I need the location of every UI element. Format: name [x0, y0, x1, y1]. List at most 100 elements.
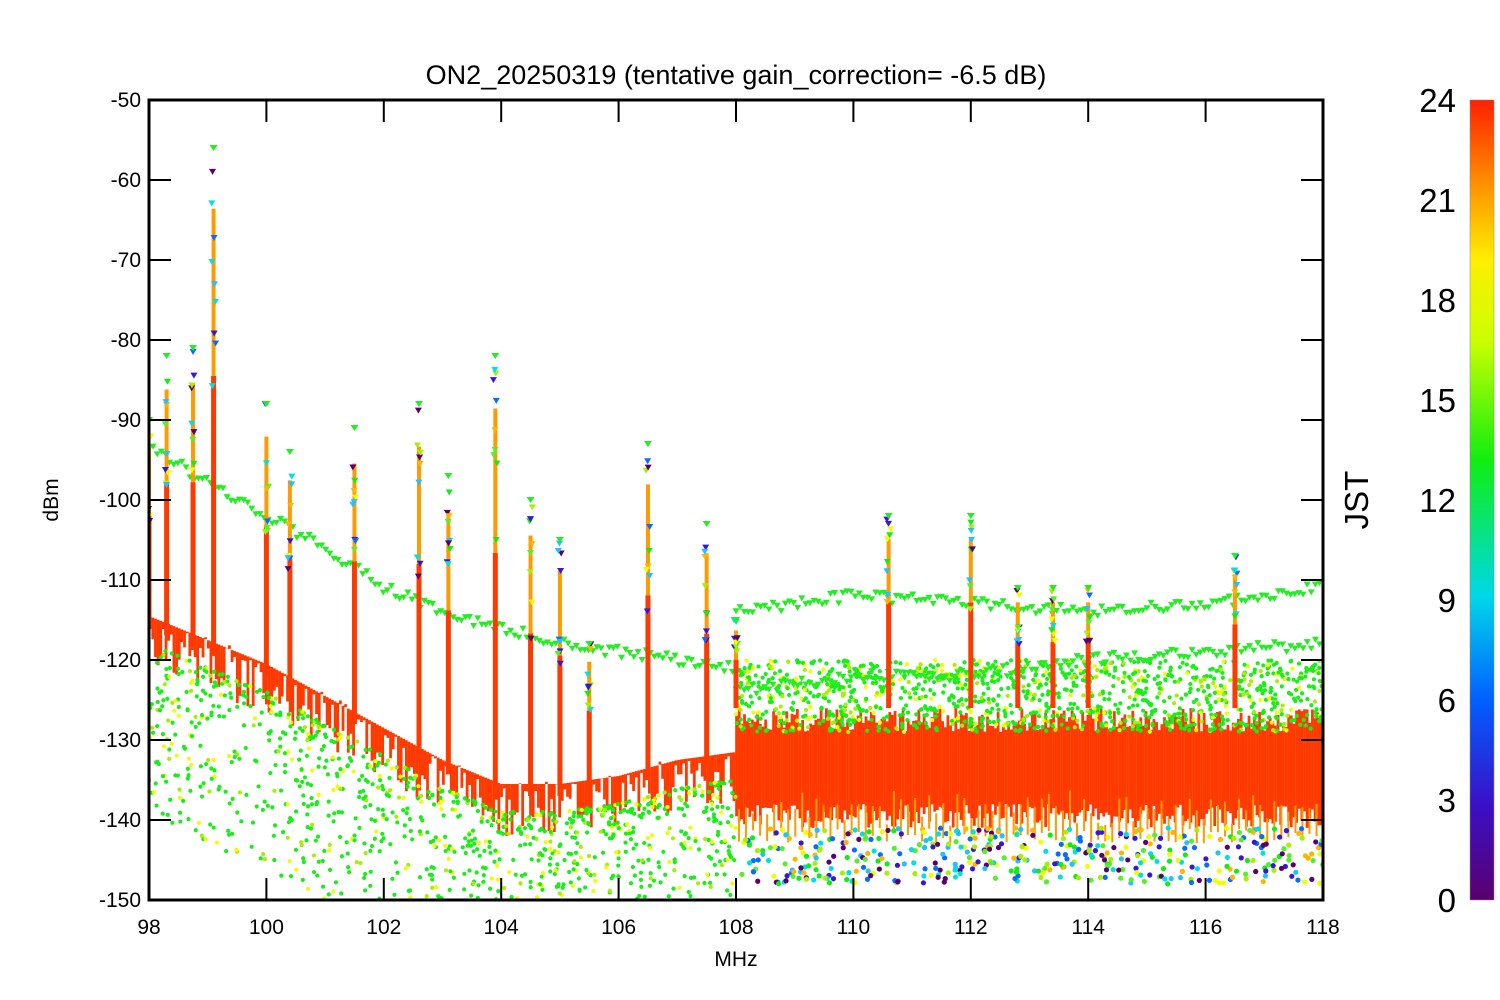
envelope-marker: [933, 594, 941, 601]
scatter-point: [315, 730, 320, 735]
scatter-point: [330, 755, 335, 760]
scatter-point: [149, 702, 154, 707]
scatter-point: [952, 867, 958, 873]
scatter-point: [895, 826, 901, 832]
scatter-point: [1260, 878, 1266, 885]
peak-marker: [415, 479, 423, 486]
scatter-point: [1281, 846, 1287, 852]
scatter-point: [440, 798, 445, 804]
scatter-point: [979, 719, 984, 724]
scatter-point: [746, 704, 752, 709]
scatter-point: [216, 704, 221, 709]
scatter-point: [1116, 867, 1122, 873]
scatter-point: [1057, 874, 1063, 880]
scatter-point: [778, 715, 783, 720]
scatter-point: [847, 698, 852, 704]
scatter-point: [727, 851, 732, 857]
scatter-point: [1141, 708, 1146, 713]
scatter-point: [258, 856, 263, 861]
scatter-point: [967, 836, 973, 842]
scatter-point: [728, 855, 734, 860]
peak-top-marker: [1048, 585, 1057, 591]
scatter-point: [432, 843, 437, 849]
scatter-point: [540, 871, 546, 876]
scatter-point: [648, 876, 653, 881]
scatter-point: [337, 736, 343, 741]
scatter-point: [955, 704, 960, 709]
scatter-point: [369, 817, 374, 822]
scatter-point: [628, 881, 634, 886]
scatter-point: [988, 710, 993, 715]
peak-marker: [1048, 588, 1056, 595]
envelope-marker: [736, 604, 744, 611]
scatter-point: [248, 704, 253, 709]
scatter-point: [885, 714, 890, 719]
peak-marker: [1050, 596, 1058, 603]
scatter-point: [471, 849, 476, 854]
scatter-point: [528, 885, 533, 890]
scatter-point: [988, 834, 994, 840]
scatter-point: [1299, 676, 1304, 681]
scatter-point: [815, 693, 820, 699]
envelope-marker: [831, 589, 839, 596]
scatter-point: [1294, 713, 1299, 718]
scatter-point: [1221, 659, 1226, 664]
scatter-point: [575, 841, 580, 846]
scatter-point: [272, 788, 277, 793]
scatter-point: [1031, 677, 1036, 683]
scatter-point: [937, 825, 944, 831]
scatter-point: [575, 830, 580, 835]
scatter-point: [636, 858, 641, 863]
scatter-point: [868, 705, 873, 710]
envelope-marker: [909, 591, 917, 598]
scatter-point: [1035, 868, 1042, 874]
scatter-point: [642, 840, 647, 846]
scatter-point: [813, 844, 819, 850]
scatter-point: [725, 888, 730, 893]
scatter-point: [623, 840, 628, 845]
scatter-point: [739, 871, 745, 877]
scatter-point: [776, 881, 782, 887]
scatter-point: [995, 829, 1001, 835]
scatter-point: [779, 845, 785, 852]
scatter-point: [559, 915, 563, 919]
scatter-point: [1158, 873, 1164, 879]
scatter-point: [702, 880, 707, 886]
scatter-point: [921, 873, 927, 879]
peak-top-marker: [643, 441, 652, 447]
scatter-point: [392, 892, 397, 897]
scatter-point: [783, 878, 789, 884]
scatter-point: [1108, 727, 1113, 732]
peak-marker: [1015, 641, 1023, 648]
scatter-point: [460, 845, 465, 850]
scatter-point: [519, 925, 523, 929]
scatter-point: [808, 715, 814, 720]
scatter-point: [1166, 858, 1173, 864]
scatter-point: [1215, 850, 1221, 856]
scatter-point: [552, 871, 557, 877]
scatter-point: [821, 692, 827, 697]
scatter-point: [953, 839, 959, 845]
scatter-point: [199, 713, 205, 718]
scatter-point: [1189, 864, 1195, 870]
scatter-point: [305, 781, 310, 786]
scatter-point: [299, 843, 304, 848]
scatter-point: [1058, 861, 1064, 867]
scatter-point: [750, 869, 757, 875]
peak-marker: [646, 572, 654, 579]
scatter-point: [1263, 697, 1269, 702]
scatter-point: [836, 681, 841, 687]
scatter-point: [537, 813, 542, 818]
envelope-marker: [1143, 658, 1151, 665]
scatter-point: [966, 854, 973, 861]
scatter-point: [749, 700, 755, 705]
scatter-point: [982, 848, 988, 854]
scatter-point: [227, 801, 232, 806]
envelope-marker: [748, 609, 756, 616]
scatter-point: [688, 875, 694, 880]
scatter-point: [292, 736, 298, 741]
scatter-point: [805, 725, 811, 730]
scatter-point: [427, 796, 432, 801]
scatter-point: [1191, 717, 1196, 722]
scatter-point: [1046, 689, 1051, 694]
